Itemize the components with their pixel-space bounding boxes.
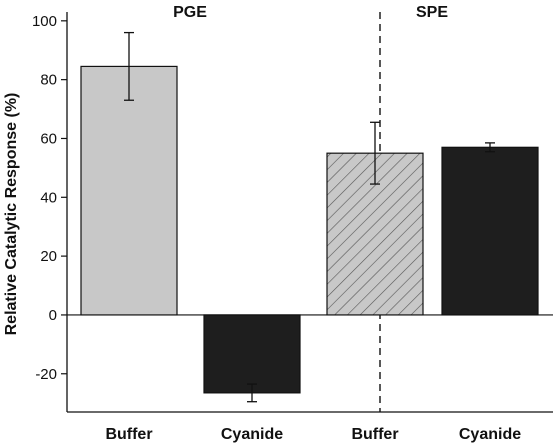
- panel-labels: PGE SPE: [173, 4, 448, 21]
- y-tick-label: 100: [32, 13, 57, 30]
- bar-pge-buffer: [80, 65, 178, 316]
- y-tick-label: 80: [40, 72, 57, 89]
- y-tick-label: 40: [40, 189, 57, 206]
- category-label: Cyanide: [221, 426, 283, 443]
- category-labels: Buffer Cyanide Buffer Cyanide: [105, 426, 521, 443]
- category-label: Buffer: [351, 426, 398, 443]
- error-bars: [124, 31, 495, 403]
- y-axis-title: Relative Catalytic Response (%): [3, 93, 20, 336]
- bar-pge-cyanide: [203, 314, 301, 394]
- y-tick-label: -20: [35, 366, 57, 383]
- y-tick-label: 20: [40, 248, 57, 265]
- category-label: Buffer: [105, 426, 152, 443]
- bars: [80, 65, 539, 394]
- y-ticks: -20 0 20 40 60 80 100: [32, 13, 67, 383]
- bar-spe-cyanide: [441, 146, 539, 316]
- y-tick-label: 60: [40, 130, 57, 147]
- panel-label-spe: SPE: [416, 4, 448, 21]
- category-label: Cyanide: [459, 426, 521, 443]
- y-tick-label: 0: [49, 307, 57, 324]
- panel-label-pge: PGE: [173, 4, 207, 21]
